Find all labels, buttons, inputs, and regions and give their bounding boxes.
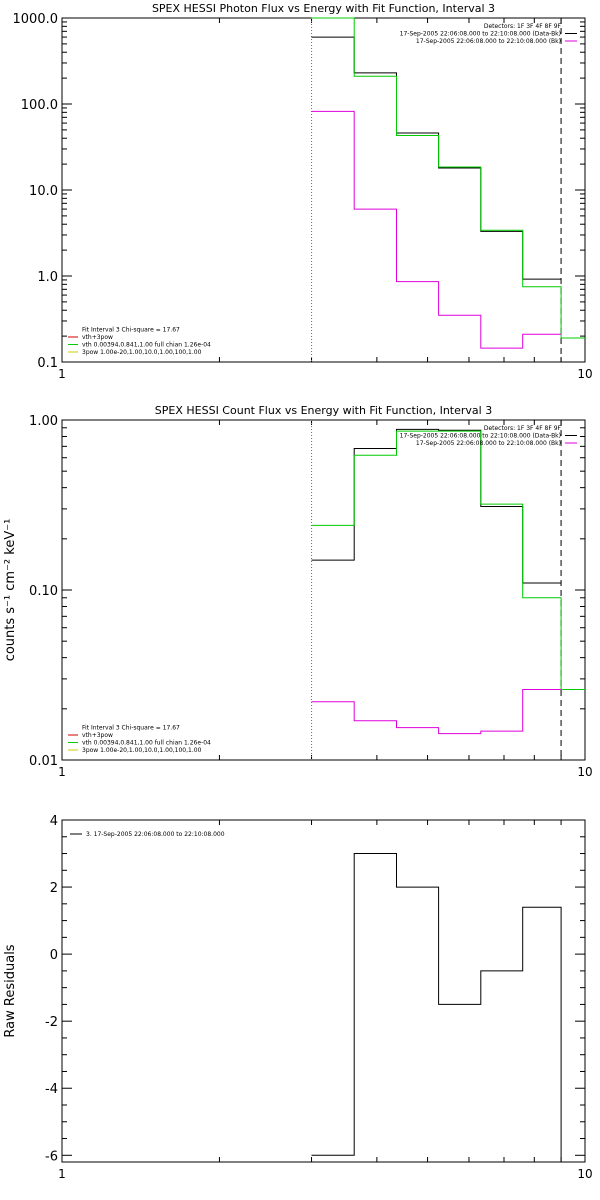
series-step-line-1 bbox=[311, 428, 562, 584]
y-tick-label: 2 bbox=[50, 881, 58, 896]
plot-frame bbox=[61, 819, 586, 1163]
y-tick-label: 0.10 bbox=[29, 584, 58, 599]
legend-text: 3. 17-Sep-2005 22:06:08.000 to 22:10:08.… bbox=[86, 831, 225, 838]
series-step-line-2 bbox=[311, 430, 585, 690]
plot-frame bbox=[61, 17, 586, 363]
y-tick-label: 0 bbox=[50, 948, 58, 963]
series-step-line-1 bbox=[311, 36, 562, 280]
legend-text: Fit Interval 3 Chi-square = 17.67 bbox=[82, 725, 180, 732]
chart-panel-2: SPEX HESSI Count Flux vs Energy with Fit… bbox=[3, 404, 593, 779]
series-step-line-3 bbox=[311, 110, 562, 349]
y-axis-label: Raw Residuals bbox=[3, 944, 18, 1037]
legend-text: 17-Sep-2005 22:06:08.000 to 22:10:08.000… bbox=[416, 38, 561, 45]
series-step-line-3 bbox=[311, 689, 562, 735]
y-tick-label: -4 bbox=[45, 1082, 58, 1097]
chart-title: SPEX HESSI Count Flux vs Energy with Fit… bbox=[155, 404, 492, 417]
legend-text: 17-Sep-2005 22:06:08.000 to 22:10:08.000… bbox=[416, 440, 561, 447]
y-tick-label: 1.00 bbox=[29, 414, 58, 429]
legend-text: Detectors: 1F 3F 4F 8F 9F bbox=[484, 425, 562, 432]
y-tick-label: 1.0 bbox=[37, 270, 58, 285]
x-tick-label: 1 bbox=[58, 1167, 66, 1181]
legend-text: vth 0.00394,0.841,1.00 full chian 1.26e-… bbox=[82, 740, 211, 747]
y-tick-label: 10.0 bbox=[29, 184, 58, 199]
legend-text: vth+3pow bbox=[82, 334, 113, 341]
y-tick-label: -6 bbox=[45, 1149, 58, 1164]
legend-text: vth+3pow bbox=[82, 732, 113, 739]
legend-text: vth 0.00394,0.841,1.00 full chian 1.26e-… bbox=[82, 342, 211, 349]
legend-text: 17-Sep-2005 22:06:08.000 to 22:10:08.000… bbox=[400, 31, 561, 38]
series-step-line-1 bbox=[311, 853, 562, 1162]
legend-text: 17-Sep-2005 22:06:08.000 to 22:10:08.000… bbox=[400, 433, 561, 440]
y-tick-label: 1000.0 bbox=[13, 12, 59, 27]
y-tick-label: -2 bbox=[45, 1015, 58, 1030]
x-tick-label: 10 bbox=[577, 367, 592, 381]
y-tick-label: 0.01 bbox=[29, 754, 58, 769]
chart-title: SPEX HESSI Photon Flux vs Energy with Fi… bbox=[152, 2, 495, 15]
chart-panel-1: SPEX HESSI Photon Flux vs Energy with Fi… bbox=[13, 2, 593, 381]
legend-text: 3pow 1.00e-20,1.00,10.0,1.00,100,1.00 bbox=[82, 349, 202, 356]
y-tick-label: 0.1 bbox=[37, 356, 58, 371]
y-tick-label: 4 bbox=[50, 814, 58, 829]
x-tick-label: 10 bbox=[577, 765, 592, 779]
legend-text: 3pow 1.00e-20,1.00,10.0,1.00,100,1.00 bbox=[82, 747, 202, 754]
series-step-line-2 bbox=[311, 17, 585, 339]
plot-frame bbox=[61, 419, 586, 761]
chart-panel-3: 1 10 -6 -4 -2 0 2 4 Raw Residuals 3. 17-Sep-2005 … bbox=[3, 814, 593, 1181]
x-tick-label: 1 bbox=[58, 367, 66, 381]
x-tick-label: 1 bbox=[58, 765, 66, 779]
y-axis-label: counts s⁻¹ cm⁻² keV⁻¹ bbox=[3, 519, 18, 662]
legend-text: Fit Interval 3 Chi-square = 17.67 bbox=[82, 327, 180, 334]
legend-text: Detectors: 1F 3F 4F 8F 9F bbox=[484, 23, 562, 30]
x-tick-label: 10 bbox=[577, 1167, 592, 1181]
y-tick-label: 100.0 bbox=[21, 98, 58, 113]
